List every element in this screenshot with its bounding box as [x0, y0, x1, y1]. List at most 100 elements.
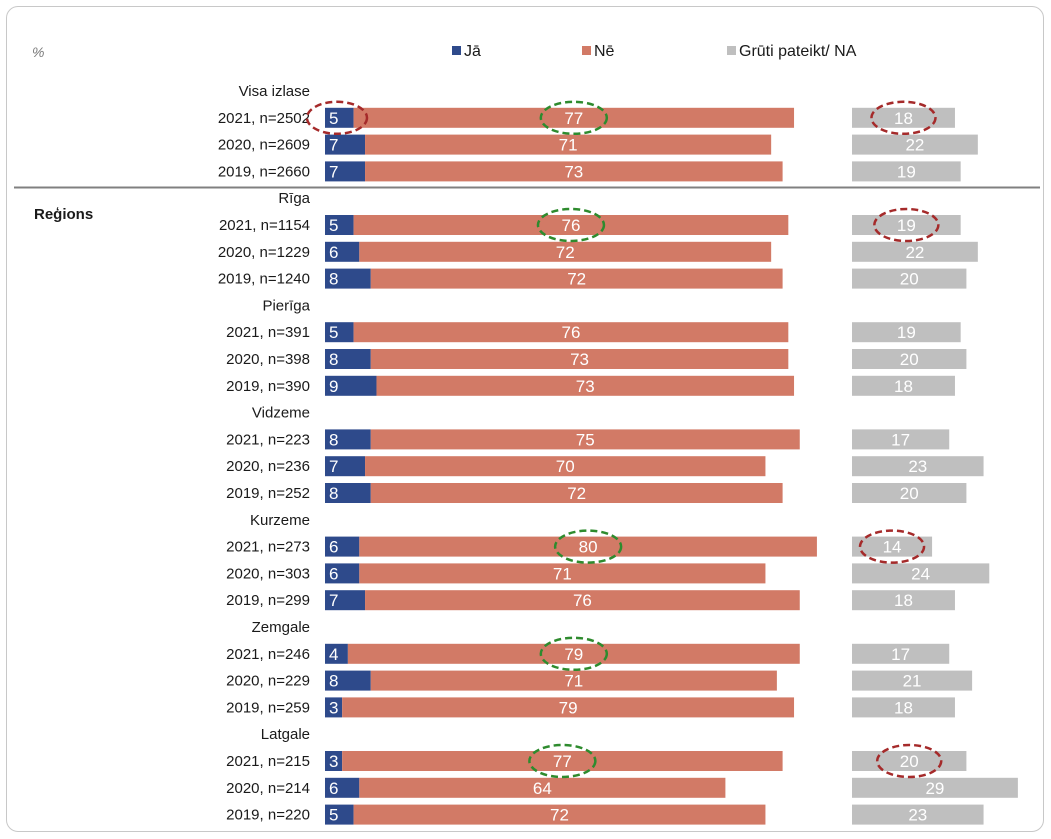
bar-ja — [325, 536, 360, 557]
bar-ne — [347, 643, 800, 664]
bar-ja — [325, 483, 371, 503]
bar-row: 2021, n=215 3 77 20 — [226, 751, 967, 771]
bar-ne — [353, 215, 789, 235]
value-label-ja: 8 — [329, 484, 338, 503]
value-label-ja: 7 — [329, 162, 338, 181]
bar-ja — [325, 429, 371, 450]
value-label-ne: 76 — [573, 591, 592, 610]
bar-na — [852, 590, 955, 611]
row-label: 2019, n=220 — [226, 807, 310, 824]
row-label: 2019, n=390 — [226, 378, 310, 395]
value-label-na: 20 — [900, 350, 919, 369]
legend-swatch-ja — [452, 46, 461, 55]
value-label-ne: 76 — [561, 323, 580, 342]
row-label: 2020, n=398 — [226, 351, 310, 368]
row-label: 2021, n=273 — [226, 539, 310, 556]
unit-label: % — [32, 44, 44, 60]
bar-row: 2021, n=246 4 79 17 — [226, 643, 950, 664]
bar-na — [852, 161, 961, 182]
value-label-ja: 3 — [329, 752, 338, 771]
bar-na — [852, 804, 984, 825]
value-label-ne: 64 — [533, 779, 552, 798]
bar-ne — [370, 429, 800, 450]
bar-ja — [325, 804, 354, 825]
value-label-na: 24 — [911, 564, 930, 583]
bar-row: 2019, n=220 5 72 23 — [226, 804, 984, 825]
value-label-ja: 5 — [329, 216, 338, 235]
bar-na — [852, 483, 967, 503]
highlight-circle-ja — [305, 100, 369, 136]
value-label-ne: 73 — [576, 377, 595, 396]
group-header: Visa izlase — [239, 83, 310, 100]
highlight-circle-ne — [528, 743, 597, 779]
highlight-circle-na — [875, 743, 943, 779]
value-label-na: 17 — [891, 430, 910, 449]
bar-ne — [359, 563, 766, 584]
bar-ja — [325, 349, 371, 369]
value-label-na: 18 — [894, 591, 913, 610]
row-label: 2021, n=215 — [226, 753, 310, 770]
bar-ne — [359, 536, 817, 557]
value-label-ne: 80 — [579, 538, 598, 557]
bar-ja — [325, 563, 360, 584]
value-label-na: 23 — [908, 806, 927, 825]
bar-row: 2019, n=390 9 73 18 — [226, 375, 955, 396]
bar-row: 2020, n=236 7 70 23 — [226, 456, 984, 477]
bar-na — [852, 670, 973, 691]
value-label-ja: 5 — [329, 323, 338, 342]
value-label-ja: 3 — [329, 698, 338, 717]
bar-na — [852, 456, 984, 477]
bar-ne — [370, 268, 783, 289]
value-label-ne: 77 — [553, 752, 572, 771]
row-label: 2020, n=1229 — [218, 244, 310, 261]
bar-na — [852, 777, 1018, 798]
value-label-ne: 79 — [564, 645, 583, 664]
bar-ne — [365, 161, 783, 182]
legend-item-ne: Nē — [582, 43, 615, 60]
bar-row: 2021, n=2502 5 77 18 — [218, 107, 955, 128]
value-label-na: 20 — [900, 270, 919, 289]
bar-row: 2019, n=2660 7 73 19 — [218, 161, 961, 182]
bar-na — [852, 751, 967, 771]
highlight-circles — [305, 100, 943, 779]
bar-ja — [325, 456, 366, 477]
row-label: 2020, n=214 — [226, 780, 310, 797]
group-header: Vidzeme — [252, 405, 310, 422]
legend-label-ne: Nē — [594, 43, 615, 60]
value-label-na: 18 — [894, 377, 913, 396]
bar-ja — [325, 161, 366, 182]
bar-row: 2021, n=391 5 76 19 — [226, 322, 961, 343]
value-label-ja: 6 — [329, 243, 338, 262]
value-label-ne: 71 — [564, 672, 583, 691]
value-label-ne: 73 — [564, 162, 583, 181]
highlight-circle-ne — [553, 529, 623, 564]
row-label: 2019, n=299 — [226, 592, 310, 609]
bar-ja — [325, 670, 371, 691]
value-label-ne: 73 — [570, 350, 589, 369]
value-label-na: 19 — [897, 323, 916, 342]
value-label-na: 19 — [897, 162, 916, 181]
bar-na — [852, 643, 950, 664]
row-label: 2021, n=223 — [226, 431, 310, 448]
bar-ne — [365, 456, 766, 477]
bar-na — [852, 322, 961, 343]
legend-item-gruti-pateikt-na: Grūti pateikt/ NA — [727, 43, 857, 60]
value-label-ja: 5 — [329, 109, 338, 128]
value-label-ne: 76 — [561, 216, 580, 235]
value-label-na: 18 — [894, 109, 913, 128]
bar-na — [852, 375, 955, 396]
value-label-na: 22 — [905, 136, 924, 155]
bar-row: 2019, n=299 7 76 18 — [226, 590, 955, 611]
bar-na — [852, 563, 990, 584]
bar-ja — [325, 643, 348, 664]
value-label-na: 23 — [908, 457, 927, 476]
bar-ja — [325, 134, 366, 155]
bar-ja — [325, 697, 343, 718]
bar-na — [852, 536, 933, 557]
legend-label-ja: Jā — [464, 43, 481, 60]
